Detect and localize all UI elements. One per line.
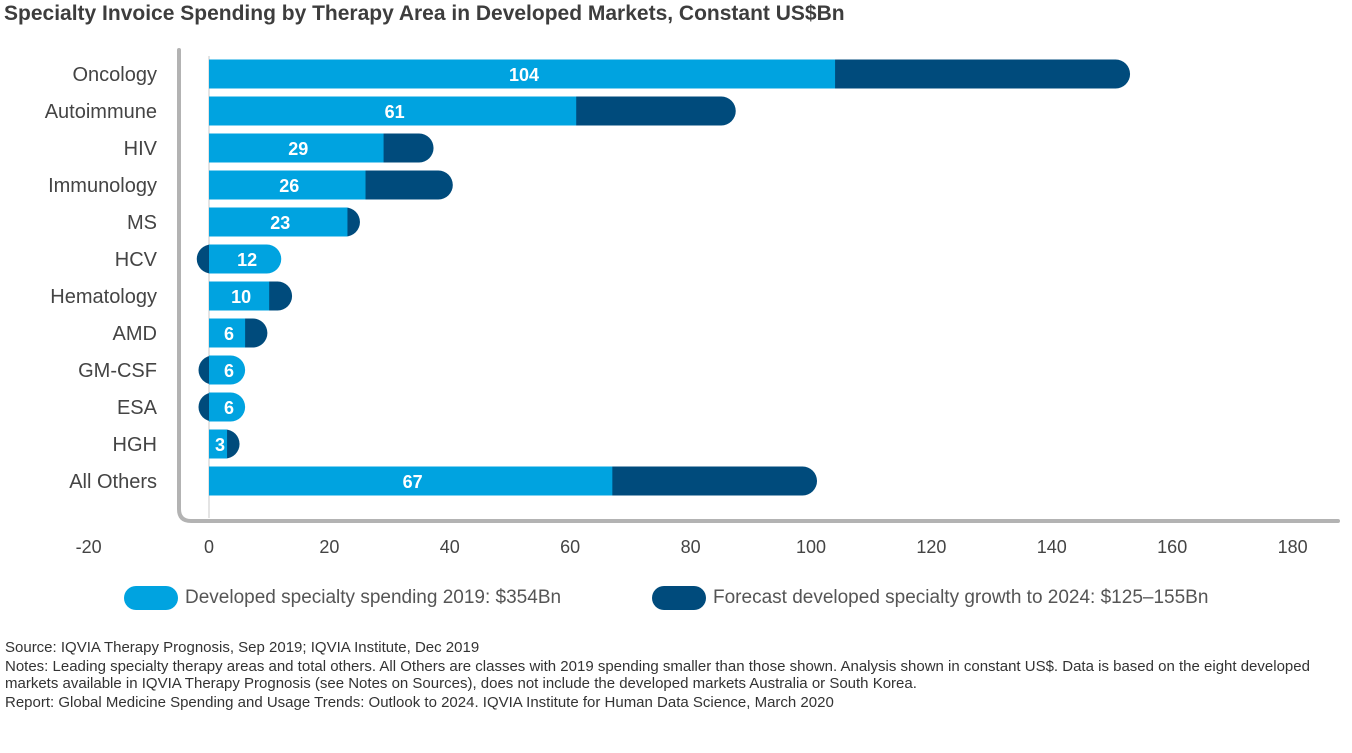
legend-swatch-2019	[124, 586, 178, 610]
category-label: Oncology	[73, 64, 158, 86]
axis-layer: -20 0 20 40 60 80 100 120 140 160 180	[76, 48, 1340, 557]
bar-value-label: 6	[224, 398, 234, 418]
bar-value-label: 23	[270, 213, 290, 233]
category-label: ESA	[117, 397, 158, 419]
bar-value-label: 3	[215, 435, 225, 455]
bar-forecast	[363, 170, 453, 200]
bar-2019	[209, 244, 282, 274]
bar-2019	[209, 170, 366, 200]
bar-2019	[209, 318, 246, 348]
category-label: GM-CSF	[78, 360, 157, 382]
x-tick-label: 0	[204, 537, 214, 557]
labels-layer: Oncology 104 Autoimmune 61 HIV 29 Immunology 26…	[45, 64, 539, 493]
legend-swatch-forecast	[652, 586, 706, 610]
bar-2019	[209, 281, 270, 311]
x-tick-label: 160	[1157, 537, 1187, 557]
x-tick-label: 100	[796, 537, 826, 557]
bar-forecast	[225, 429, 240, 459]
bar-forecast	[196, 244, 213, 274]
bar-forecast	[267, 281, 293, 311]
bar-2019	[209, 392, 246, 422]
category-label: Hematology	[50, 286, 157, 308]
category-label: HCV	[115, 249, 158, 271]
legend-label-2019: Developed specialty spending 2019: $354B…	[185, 587, 562, 608]
bar-forecast	[574, 96, 736, 126]
axis-frame	[177, 48, 1340, 523]
bar-value-label: 104	[509, 65, 539, 85]
category-label: All Others	[69, 471, 157, 493]
x-tick-label: 140	[1037, 537, 1067, 557]
legend-label-forecast: Forecast developed specialty growth to 2…	[713, 587, 1209, 608]
bar-2019	[209, 466, 613, 496]
bar-value-label: 10	[231, 287, 251, 307]
x-tick-label: 20	[319, 537, 339, 557]
x-tick-label: 120	[916, 537, 946, 557]
x-tick-label: 40	[440, 537, 460, 557]
source-note: Source: IQVIA Therapy Prognosis, Sep 201…	[5, 639, 480, 656]
category-label: Immunology	[48, 175, 157, 197]
category-label: AMD	[113, 323, 157, 345]
bar-value-label: 26	[279, 176, 299, 196]
bar-chart: -20 0 20 40 60 80 100 120 140 160 180 Oncology 104 A…	[45, 48, 1340, 557]
bar-forecast	[345, 207, 360, 237]
category-label: MS	[127, 212, 157, 234]
bar-forecast	[243, 318, 268, 348]
bar-value-label: 12	[237, 250, 257, 270]
bar-2019	[209, 133, 384, 163]
bar-value-label: 61	[385, 102, 405, 122]
x-tick-label: 60	[560, 537, 580, 557]
bar-value-label: 67	[403, 472, 423, 492]
category-label: HGH	[113, 434, 157, 456]
bar-forecast	[381, 133, 434, 163]
legend-item-forecast: Forecast developed specialty growth to 2…	[652, 586, 1208, 610]
bar-2019	[209, 96, 577, 126]
bar-2019	[209, 429, 228, 459]
bar-forecast	[833, 59, 1131, 89]
category-label: Autoimmune	[45, 101, 157, 123]
bar-2019	[209, 355, 246, 385]
bar-2019	[209, 59, 836, 89]
category-label: HIV	[124, 138, 158, 160]
chart-title: Specialty Invoice Spending by Therapy Ar…	[4, 2, 845, 25]
x-tick-label: -20	[76, 537, 102, 557]
report-note: Report: Global Medicine Spending and Usa…	[5, 694, 834, 711]
legend-item-2019: Developed specialty spending 2019: $354B…	[124, 586, 561, 610]
notes-text: Notes: Leading specialty therapy areas a…	[5, 658, 1310, 692]
x-tick-label: 180	[1278, 537, 1308, 557]
footer-notes: Source: IQVIA Therapy Prognosis, Sep 201…	[5, 639, 1345, 713]
bar-value-label: 29	[288, 139, 308, 159]
bars-layer	[196, 59, 1131, 496]
bar-2019	[209, 207, 348, 237]
bar-forecast	[610, 466, 818, 496]
bar-value-label: 6	[224, 324, 234, 344]
x-tick-label: 80	[681, 537, 701, 557]
legend: Developed specialty spending 2019: $354B…	[0, 586, 1352, 614]
bar-value-label: 6	[224, 361, 234, 381]
